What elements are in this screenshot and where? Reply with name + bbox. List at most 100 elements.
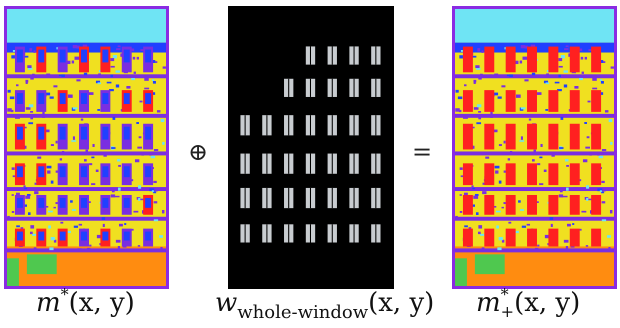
window-region: [591, 194, 602, 215]
noise-speck: [47, 170, 51, 174]
noise-speck: [15, 192, 20, 196]
noise-speck: [610, 141, 613, 145]
noise-speck: [599, 79, 603, 81]
window-region: [484, 228, 495, 247]
floor-band: [7, 248, 166, 253]
window-region: [59, 93, 66, 104]
noise-speck: [26, 193, 31, 197]
noise-speck: [58, 74, 62, 77]
noise-speck: [515, 60, 519, 65]
noise-speck: [477, 104, 482, 108]
noise-speck: [55, 170, 60, 173]
noise-speck: [115, 217, 120, 221]
noise-speck: [74, 56, 80, 60]
noise-speck: [560, 116, 564, 120]
mask-window-mullion: [375, 224, 377, 243]
noise-speck: [16, 225, 20, 228]
mask-window-mullion: [309, 153, 311, 174]
window-region: [145, 166, 152, 178]
window-region: [59, 49, 66, 63]
noise-speck: [65, 152, 69, 155]
noise-speck: [501, 85, 506, 88]
noise-speck: [519, 60, 523, 64]
noise-speck: [522, 56, 528, 60]
noise-speck: [579, 77, 583, 81]
noise-speck: [153, 201, 158, 204]
noise-speck: [494, 73, 499, 77]
noise-speck: [25, 107, 31, 110]
window-region: [145, 231, 152, 241]
noise-speck: [582, 159, 588, 163]
noise-speck: [526, 223, 531, 226]
floor-band: [455, 216, 614, 221]
noise-speck: [473, 107, 479, 110]
noise-speck: [515, 94, 521, 98]
window-region: [569, 163, 580, 186]
floor-band: [455, 187, 614, 192]
noise-speck: [498, 180, 502, 184]
noise-speck: [460, 175, 464, 178]
noise-speck: [530, 44, 536, 48]
noise-speck: [47, 210, 53, 213]
noise-speck: [603, 61, 606, 63]
noise-speck: [53, 206, 56, 209]
window-region: [462, 163, 473, 186]
noise-speck: [53, 85, 58, 88]
mask-window-mullion: [331, 78, 333, 97]
noise-speck: [42, 111, 45, 115]
noise-speck: [579, 45, 584, 49]
mask-window-mullion: [266, 187, 268, 209]
noise-speck: [608, 246, 611, 251]
noise-speck: [501, 250, 504, 253]
window-region: [569, 228, 580, 247]
mask-window-mullion: [244, 115, 246, 136]
noise-speck: [91, 183, 96, 186]
noise-speck: [53, 239, 57, 243]
noise-speck: [124, 223, 127, 225]
label-left-sup: *: [60, 285, 69, 304]
noise-speck: [72, 45, 78, 49]
noise-speck: [490, 111, 493, 115]
noise-speck: [65, 187, 69, 190]
window-region: [102, 166, 109, 178]
noise-speck: [558, 74, 562, 78]
noise-speck: [545, 82, 549, 85]
noise-speck: [60, 221, 64, 224]
noise-speck: [597, 188, 603, 192]
window-region: [548, 163, 559, 186]
noise-speck: [588, 49, 594, 52]
noise-speck: [160, 246, 163, 251]
window-region: [505, 90, 516, 112]
noise-speck: [489, 74, 492, 77]
window-region: [123, 197, 130, 208]
window-region: [591, 228, 602, 247]
window-region: [123, 93, 130, 104]
noise-speck: [88, 92, 94, 95]
noise-speck: [20, 227, 24, 230]
noise-speck: [457, 96, 463, 100]
noise-speck: [92, 143, 95, 147]
noise-speck: [133, 210, 139, 213]
noise-speck: [61, 74, 65, 78]
noise-speck: [84, 159, 87, 162]
noise-speck: [93, 46, 98, 50]
noise-speck: [579, 228, 582, 231]
window-region: [505, 228, 516, 247]
mask-window-mullion: [309, 115, 311, 136]
noise-speck: [550, 223, 553, 228]
mask-window-mullion: [288, 224, 290, 243]
noise-speck: [584, 56, 588, 60]
noise-speck: [503, 170, 508, 173]
window-region: [484, 46, 495, 73]
noise-speck: [25, 195, 31, 199]
noise-speck: [473, 82, 476, 84]
noise-speck: [34, 191, 39, 195]
noise-speck: [29, 48, 33, 52]
noise-speck: [459, 167, 463, 170]
noise-speck: [566, 187, 569, 191]
noise-speck: [95, 80, 101, 84]
label-middle-args: (x, y): [368, 288, 435, 318]
noise-speck: [117, 246, 121, 249]
noise-speck: [118, 223, 123, 227]
mask-window-mullion: [331, 224, 333, 243]
